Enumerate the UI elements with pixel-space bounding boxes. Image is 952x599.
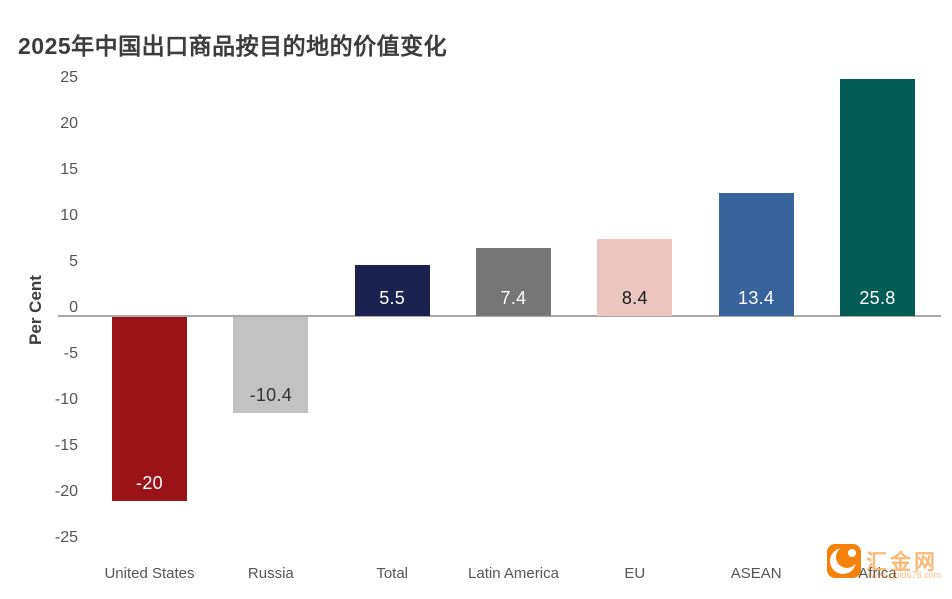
bar-value-label-asean: 13.4: [738, 287, 775, 308]
y-tick--10: -10: [54, 391, 78, 408]
y-tick-20: 20: [60, 115, 78, 132]
bar-africa: 25.8: [839, 78, 915, 316]
bar-eu: 8.4: [597, 238, 673, 316]
y-tick--15: -15: [54, 437, 78, 454]
bar-latin-america: 7.4: [475, 247, 551, 316]
x-axis-label-total: Total: [376, 565, 408, 582]
y-tick-25: 25: [60, 69, 78, 86]
x-axis-label-eu: EU: [624, 565, 646, 582]
bar-value-label-russia: -10.4: [249, 384, 293, 405]
watermark-site-url: www.gold678.com: [868, 570, 942, 580]
y-tick--5: -5: [63, 345, 78, 362]
logo-dot: [848, 549, 856, 557]
x-axis-label-russia: Russia: [247, 565, 294, 582]
x-axis-label-latin-america: Latin America: [468, 565, 559, 582]
bar-value-label-africa: 25.8: [859, 287, 896, 308]
y-tick-15: 15: [60, 161, 78, 178]
y-tick--25: -25: [54, 529, 78, 546]
bar-value-label-eu: 8.4: [621, 287, 648, 308]
x-axis-label-africa: Africa: [858, 565, 897, 582]
huijin-crescent-logo-icon: [827, 544, 861, 578]
bar-russia: -10.4: [233, 317, 309, 413]
zero-baseline: [58, 315, 941, 317]
bar-total: 5.5: [354, 265, 430, 316]
site-watermark: 汇金网 www.gold678.com: [827, 543, 947, 583]
y-tick--20: -20: [54, 483, 78, 500]
y-tick-10: 10: [60, 207, 78, 224]
y-tick-5: 5: [69, 253, 78, 270]
bar-united-states: -20: [112, 317, 187, 501]
bar-value-label-latin-america: 7.4: [500, 287, 527, 308]
x-axis-label-united-states: United States: [104, 565, 195, 582]
bar-value-label-united-states: -20: [136, 473, 163, 493]
watermark-site-name: 汇金网: [866, 551, 938, 574]
bar-asean: 13.4: [718, 192, 794, 316]
x-axis-label-asean: ASEAN: [730, 565, 782, 582]
chart-title: 2025年中国出口商品按目的地的价值变化: [18, 33, 448, 59]
bar-value-label-total: 5.5: [379, 287, 406, 308]
y-tick-0: 0: [69, 299, 78, 316]
